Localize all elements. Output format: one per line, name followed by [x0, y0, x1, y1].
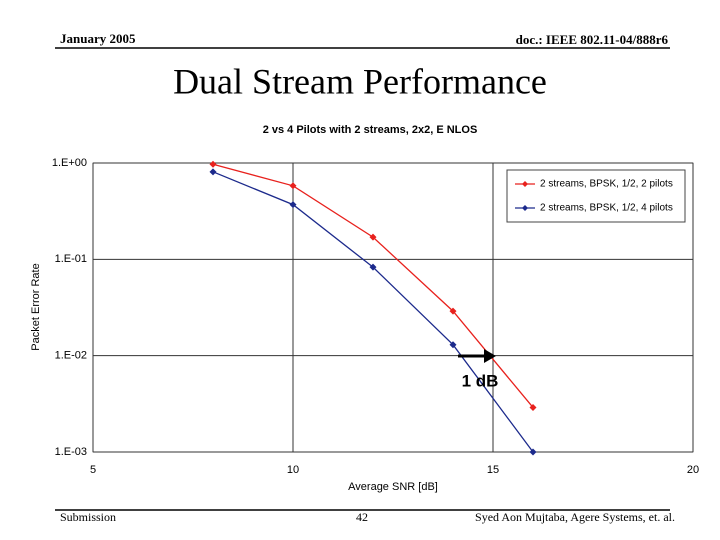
annotation-arrowhead — [484, 349, 496, 363]
data-point — [529, 403, 537, 411]
plot: 1.E+00 1.E-01 1.E-02 1.E-035 10 15 20 2 streams… — [52, 157, 699, 476]
x-axis-label: Average SNR [dB] — [348, 481, 438, 493]
x-tick-label: 5 — [90, 464, 96, 476]
x-tick-label: 15 — [487, 464, 499, 476]
header-doc: doc.: IEEE 802.11-04/888r6 — [516, 32, 669, 47]
data-point — [369, 233, 377, 241]
footer-right: Syed Aon Mujtaba, Agere Systems, et. al. — [475, 510, 675, 524]
data-point — [289, 182, 297, 190]
y-tick-label: 1.E+00 — [52, 157, 87, 169]
y-axis-label: Packet Error Rate — [30, 263, 42, 350]
data-point — [369, 263, 377, 271]
data-point — [449, 307, 457, 315]
x-tick-label: 10 — [287, 464, 299, 476]
chart-title: 2 vs 4 Pilots with 2 streams, 2x2, E NLO… — [263, 124, 478, 136]
data-point — [209, 168, 217, 176]
legend-marker — [522, 181, 528, 187]
data-point — [289, 201, 297, 209]
y-tick-label: 1.E-01 — [55, 253, 87, 265]
legend-label: 2 streams, BPSK, 1/2, 4 pilots — [540, 203, 673, 214]
legend-marker — [522, 205, 528, 211]
page-number: 42 — [356, 510, 368, 524]
legend-box — [506, 169, 686, 223]
x-tick-label: 20 — [687, 464, 699, 476]
data-point — [529, 448, 537, 456]
footer-left: Submission — [60, 510, 116, 524]
slide-title: Dual Stream Performance — [173, 61, 547, 101]
header-date: January 2005 — [60, 31, 136, 46]
legend-label: 2 streams, BPSK, 1/2, 2 pilots — [540, 179, 673, 190]
data-point — [209, 160, 217, 168]
data-point — [449, 341, 457, 349]
y-tick-label: 1.E-02 — [55, 350, 87, 362]
y-tick-label: 1.E-03 — [55, 446, 87, 458]
annotation: 1 dB — [462, 371, 499, 390]
